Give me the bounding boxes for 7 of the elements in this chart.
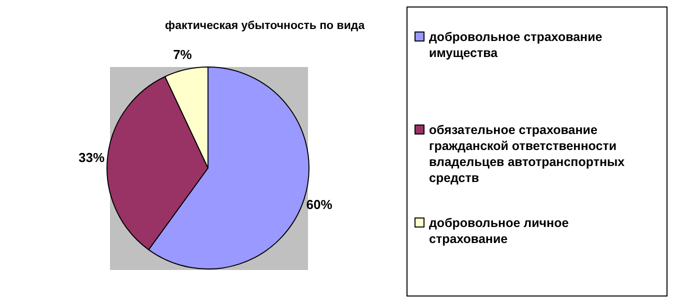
legend-label: обязательное страхование гражданской ответственности владельцев автотранспортных средств <box>429 123 625 185</box>
legend-label: добровольное личное страхование <box>429 216 569 246</box>
data-label: 33% <box>78 150 105 165</box>
data-label: 7% <box>173 46 192 62</box>
data-label: 60% <box>306 197 333 212</box>
text: фактическая убыточность по вида <box>165 20 366 32</box>
legend-label: добровольное страхование имущества <box>429 30 602 60</box>
